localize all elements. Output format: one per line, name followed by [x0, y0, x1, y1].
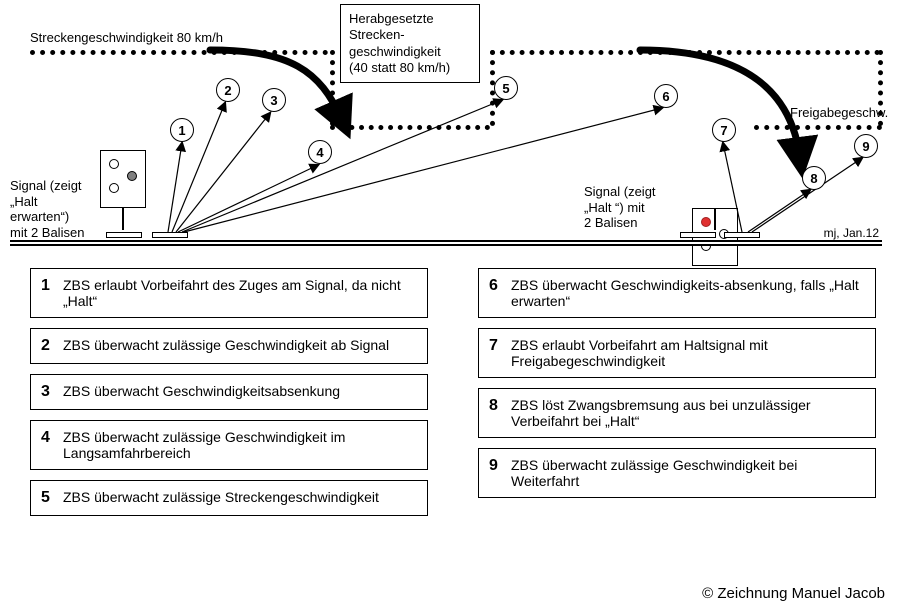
sr-l1: Signal (zeigt — [584, 184, 684, 200]
signal-right-label: Signal (zeigt „Halt “) mit 2 Balisen — [584, 184, 684, 231]
balise-left-2 — [152, 232, 188, 238]
freigabe-label: Freigabegeschw. — [790, 105, 888, 121]
legend-2-num: 2 — [41, 337, 55, 355]
marker-m9: 9 — [854, 134, 878, 158]
reduced-speed-box: Herabgesetzte Strecken- geschwindigkeit … — [340, 4, 480, 83]
sl-l3: erwarten“) — [10, 209, 96, 225]
marker-m8: 8 — [802, 166, 826, 190]
legend-6-text: ZBS überwacht Geschwindigkeits-absenkung… — [511, 277, 865, 309]
reduced-l3: geschwindigkeit — [349, 44, 471, 60]
arrow-a5 — [182, 100, 502, 232]
legend-4-text: ZBS überwacht zulässige Geschwindigkeit … — [63, 429, 417, 461]
signal-left-pole — [122, 208, 124, 230]
marker-m6: 6 — [654, 84, 678, 108]
arrow-a4 — [178, 165, 318, 232]
legend-8-text: ZBS löst Zwangsbremsung aus bei unzuläss… — [511, 397, 865, 429]
legend-7-num: 7 — [489, 337, 503, 355]
legend-9: 9 ZBS überwacht zulässige Geschwindigkei… — [478, 448, 876, 498]
marker-m3: 3 — [262, 88, 286, 112]
legend-2-text: ZBS überwacht zulässige Geschwindigkeit … — [63, 337, 389, 353]
speed-label: Streckengeschwindigkeit 80 km/h — [30, 30, 223, 46]
speed-line-top-left — [30, 50, 328, 55]
speed-line-drop-vert — [330, 50, 335, 126]
balise-right-2 — [724, 232, 760, 238]
reduced-l1: Herabgesetzte — [349, 11, 471, 27]
legend-7: 7 ZBS erlaubt Vorbeifahrt am Haltsignal … — [478, 328, 876, 378]
legend-2: 2 ZBS überwacht zulässige Geschwindigkei… — [30, 328, 428, 364]
lamp-grey — [127, 171, 137, 181]
marker-m1: 1 — [170, 118, 194, 142]
marker-m2: 2 — [216, 78, 240, 102]
freigabe-line — [754, 125, 882, 130]
legend-4: 4 ZBS überwacht zulässige Geschwindigkei… — [30, 420, 428, 470]
legend-8-num: 8 — [489, 397, 503, 415]
copyright: © Zeichnung Manuel Jacob — [702, 585, 885, 602]
marker-m4: 4 — [308, 140, 332, 164]
signal-left-label: Signal (zeigt „Halt erwarten“) mit 2 Bal… — [10, 178, 96, 240]
balise-right-1 — [680, 232, 716, 238]
legend-5-num: 5 — [41, 489, 55, 507]
legend-3-text: ZBS überwacht Geschwindigkeitsabsenkung — [63, 383, 340, 399]
legend-7-text: ZBS erlaubt Vorbeifahrt am Haltsignal mi… — [511, 337, 865, 369]
speed-line-mid — [330, 125, 490, 130]
legend-5: 5 ZBS überwacht zulässige Streckengeschw… — [30, 480, 428, 516]
signal-right-pole — [714, 208, 716, 230]
legend-left-col: 1 ZBS erlaubt Vorbeifahrt des Zuges am S… — [30, 268, 428, 516]
lamp-red — [701, 217, 711, 227]
legend-6-num: 6 — [489, 277, 503, 295]
lamp-off-2 — [109, 183, 119, 193]
reduced-l4: (40 statt 80 km/h) — [349, 60, 471, 76]
track — [10, 240, 882, 246]
signal-left — [100, 150, 146, 208]
balise-left-1 — [106, 232, 142, 238]
legend-9-num: 9 — [489, 457, 503, 475]
legend-4-num: 4 — [41, 429, 55, 447]
legend-6: 6 ZBS überwacht Geschwindigkeits-absenku… — [478, 268, 876, 318]
legend-1: 1 ZBS erlaubt Vorbeifahrt des Zuges am S… — [30, 268, 428, 318]
sr-l3: 2 Balisen — [584, 215, 684, 231]
legend-1-num: 1 — [41, 277, 55, 295]
lamp-off-1 — [109, 159, 119, 169]
legend-right-col: 6 ZBS überwacht Geschwindigkeits-absenku… — [478, 268, 876, 498]
arrow-a8 — [748, 190, 810, 232]
arrow-a1 — [168, 143, 182, 232]
legend-3-num: 3 — [41, 383, 55, 401]
sl-l1: Signal (zeigt — [10, 178, 96, 194]
legend-3: 3 ZBS überwacht Geschwindigkeitsabsenkun… — [30, 374, 428, 410]
sl-l2: „Halt — [10, 194, 96, 210]
credit-small: mj, Jan.12 — [824, 226, 879, 240]
legend-9-text: ZBS überwacht zulässige Geschwindigkeit … — [511, 457, 865, 489]
sl-l4: mit 2 Balisen — [10, 225, 96, 241]
legend-1-text: ZBS erlaubt Vorbeifahrt des Zuges am Sig… — [63, 277, 417, 309]
speed-line-top-right — [490, 50, 880, 55]
legend-5-text: ZBS überwacht zulässige Streckengeschwin… — [63, 489, 379, 505]
marker-m7: 7 — [712, 118, 736, 142]
legend-8: 8 ZBS löst Zwangsbremsung aus bei unzulä… — [478, 388, 876, 438]
marker-m5: 5 — [494, 76, 518, 100]
reduced-l2: Strecken- — [349, 27, 471, 43]
sr-l2: „Halt “) mit — [584, 200, 684, 216]
